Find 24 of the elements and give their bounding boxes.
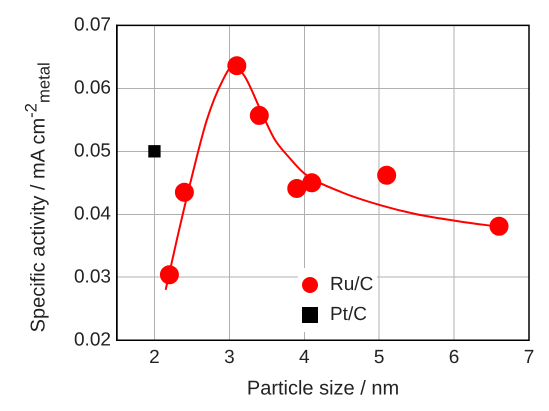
- point: [250, 106, 269, 125]
- legend-label: Ru/C: [330, 274, 374, 296]
- x-tick-label: 3: [224, 346, 235, 368]
- x-tick-label: 4: [298, 346, 310, 368]
- point: [302, 173, 322, 192]
- legend-label: Pt/C: [330, 304, 367, 326]
- point: [148, 145, 161, 158]
- point: [287, 178, 306, 198]
- y-tick-label: 0.06: [74, 78, 111, 99]
- point: [174, 182, 194, 202]
- y-tick-label: 0.02: [74, 329, 111, 350]
- y-tick-label: 0.07: [74, 14, 111, 36]
- point: [227, 56, 246, 76]
- x-tick-label: 6: [448, 346, 460, 368]
- x-tick-label: 7: [524, 346, 534, 368]
- x-tick-label: 2: [149, 346, 160, 368]
- point: [377, 166, 396, 185]
- y-tick-label: 0.05: [74, 140, 111, 162]
- point: [160, 265, 179, 284]
- y-tick-label: 0.03: [74, 266, 111, 288]
- point: [490, 216, 509, 236]
- x-axis-title: Particle size / nm: [246, 378, 400, 400]
- x-tick-label: 5: [374, 346, 384, 368]
- y-tick-label: 0.04: [74, 204, 112, 225]
